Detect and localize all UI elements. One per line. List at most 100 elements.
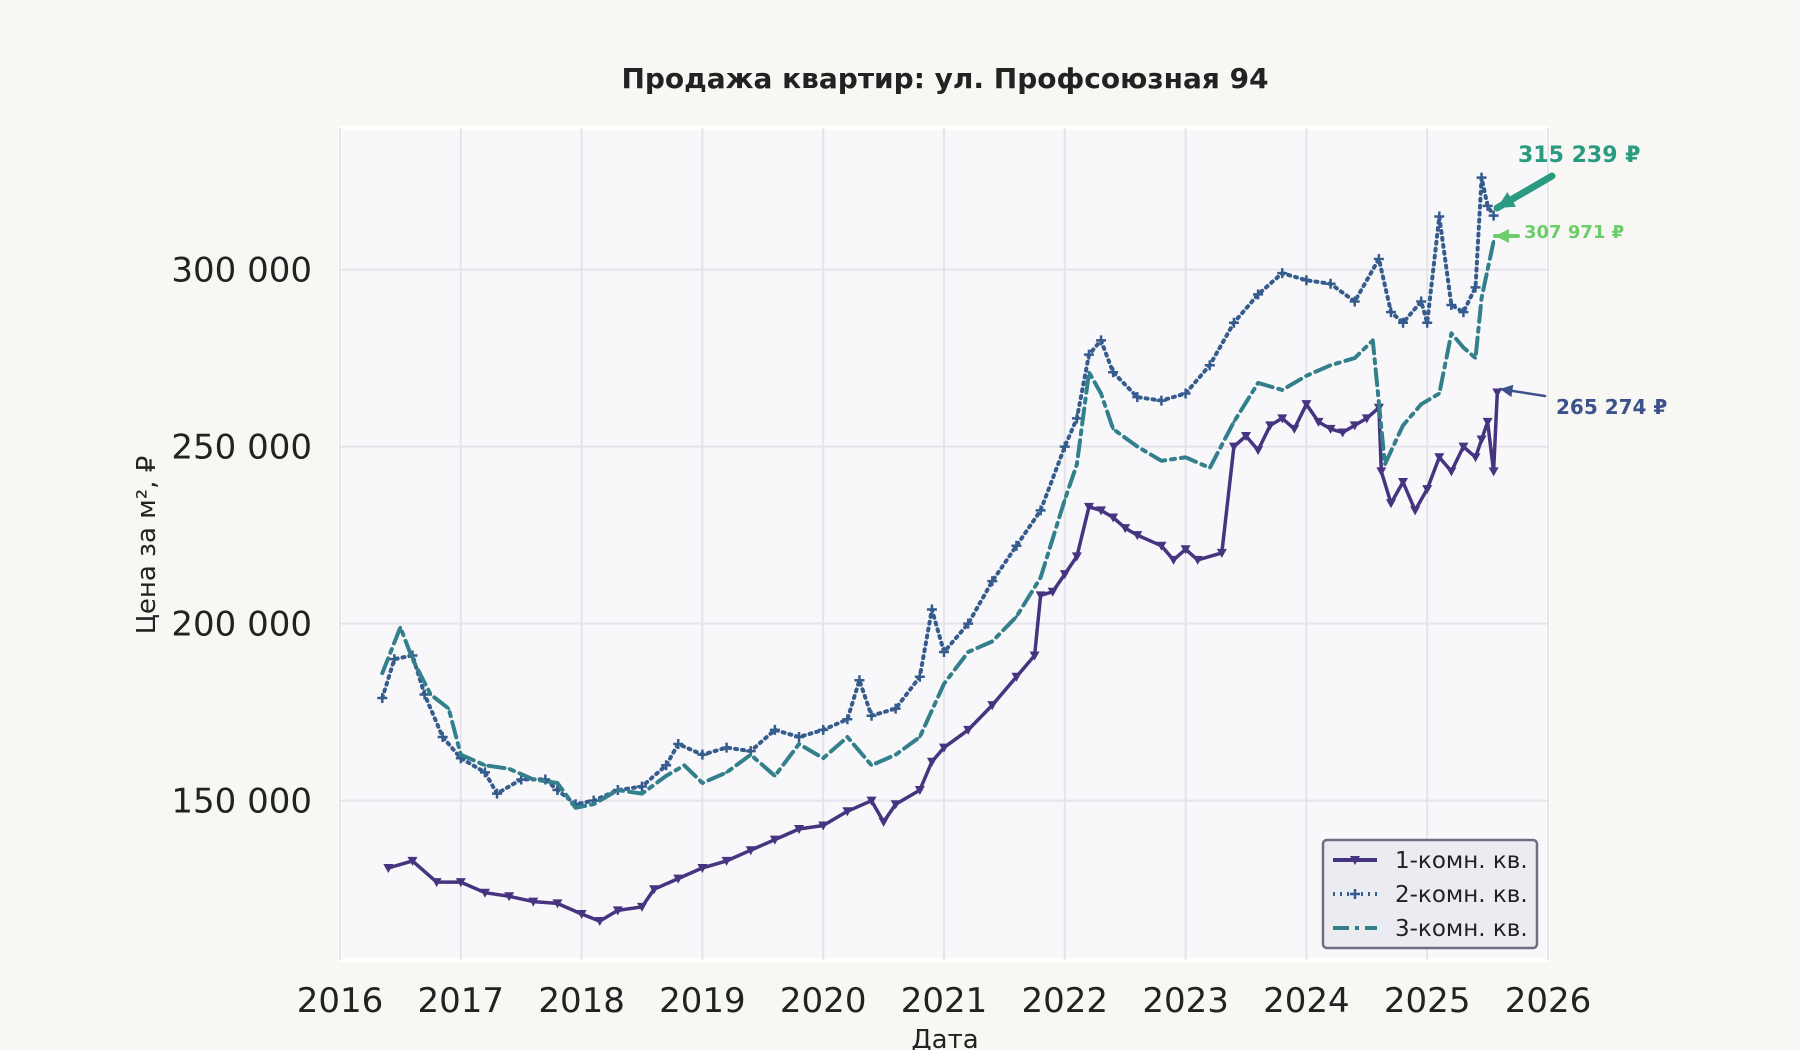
data-point (773, 774, 777, 778)
data-point (1416, 296, 1427, 307)
data-point (697, 863, 708, 873)
data-point (1132, 392, 1143, 403)
x-tick-label: 2018 (538, 981, 625, 1021)
data-point (1482, 200, 1493, 211)
data-point (939, 646, 949, 657)
data-point (507, 767, 511, 771)
data-point (1011, 540, 1022, 551)
data-point (1329, 363, 1333, 367)
data-point (725, 770, 729, 774)
data-point (1180, 388, 1191, 399)
data-point (437, 731, 448, 742)
data-point (1289, 424, 1300, 434)
data-point (612, 906, 623, 916)
data-point (1075, 462, 1079, 466)
data-point (918, 735, 922, 739)
data-point (1132, 531, 1143, 541)
data-point (682, 763, 686, 767)
data-point (1071, 413, 1082, 424)
x-tick-label: 2019 (659, 981, 746, 1021)
data-point (429, 692, 433, 696)
data-point (531, 777, 535, 781)
data-point (1398, 317, 1409, 328)
data-point (1108, 367, 1119, 378)
data-point (1480, 296, 1484, 300)
y-tick-label: 250 000 (171, 428, 312, 468)
data-point (963, 725, 974, 735)
annotation-arrowhead (1495, 229, 1509, 243)
data-point (1419, 402, 1423, 406)
data-point (1280, 388, 1284, 392)
data-point (492, 788, 503, 799)
data-point (1474, 356, 1478, 360)
data-point (1488, 467, 1499, 477)
data-point (664, 774, 668, 778)
data-point (1476, 172, 1487, 183)
data-point (1301, 275, 1312, 286)
data-point (854, 675, 865, 686)
legend-marker (1350, 889, 1360, 899)
data-point (1011, 672, 1022, 682)
data-point (1184, 455, 1188, 459)
chart-title: Продажа квартир: ул. Профсоюзная 94 (621, 62, 1268, 95)
y-tick-label: 300 000 (171, 251, 312, 291)
legend-label: 3-комн. кв. (1395, 916, 1528, 942)
data-point (1361, 414, 1372, 424)
data-point (1253, 289, 1264, 300)
data-point (866, 796, 877, 806)
data-point (398, 625, 402, 629)
data-point (769, 835, 780, 845)
y-tick-label: 200 000 (171, 605, 312, 645)
data-point (616, 788, 620, 792)
data-point (1087, 370, 1091, 374)
legend: 1-комн. кв. 2-комн. кв. 3-комн. кв. (1321, 838, 1539, 950)
data-point (407, 856, 418, 866)
data-point (845, 735, 849, 739)
data-point (914, 671, 925, 682)
data-point (1304, 374, 1308, 378)
data-point (990, 639, 994, 643)
data-point (1373, 253, 1384, 264)
legend-item: 1-комн. кв. (1333, 848, 1528, 874)
data-point (1099, 392, 1103, 396)
data-point (1059, 441, 1070, 452)
legend-item: 3-комн. кв. (1333, 916, 1528, 942)
data-point (1376, 467, 1387, 477)
x-tick-label: 2023 (1142, 981, 1229, 1021)
data-point (637, 781, 647, 792)
data-point (1476, 435, 1487, 445)
data-point (700, 781, 704, 785)
data-point (1385, 307, 1396, 318)
data-point (1180, 545, 1191, 555)
data-point (1096, 506, 1107, 516)
data-point (1458, 307, 1469, 318)
data-point (1353, 356, 1357, 360)
x-tick-label: 2016 (297, 981, 384, 1021)
data-point (842, 714, 853, 725)
data-point (1253, 446, 1264, 456)
data-point (794, 825, 805, 835)
data-point (1111, 427, 1115, 431)
data-point (1035, 505, 1046, 516)
annotation-arrowhead (1497, 192, 1516, 208)
x-axis-ticks: 2016 2017 2018 2019 2020 2021 2022 2023 2024 2025… (297, 981, 1592, 1021)
data-point (383, 863, 394, 873)
series-layer (377, 172, 1503, 927)
data-point (377, 693, 388, 704)
data-point (1461, 346, 1465, 350)
data-point (942, 682, 946, 686)
data-point (926, 604, 937, 615)
data-point (1486, 268, 1490, 272)
data-point (963, 618, 974, 629)
data-point (673, 874, 684, 884)
data-point (637, 902, 647, 912)
y-axis-ticks: 150 000 200 000 250 000 300 000 (171, 251, 312, 822)
data-point (1059, 570, 1070, 580)
data-point (640, 792, 644, 796)
data-point (1371, 338, 1375, 342)
data-point (1325, 278, 1336, 289)
x-tick-label: 2020 (780, 981, 867, 1021)
data-point (878, 817, 889, 827)
data-point (890, 800, 901, 810)
data-point (866, 710, 877, 721)
